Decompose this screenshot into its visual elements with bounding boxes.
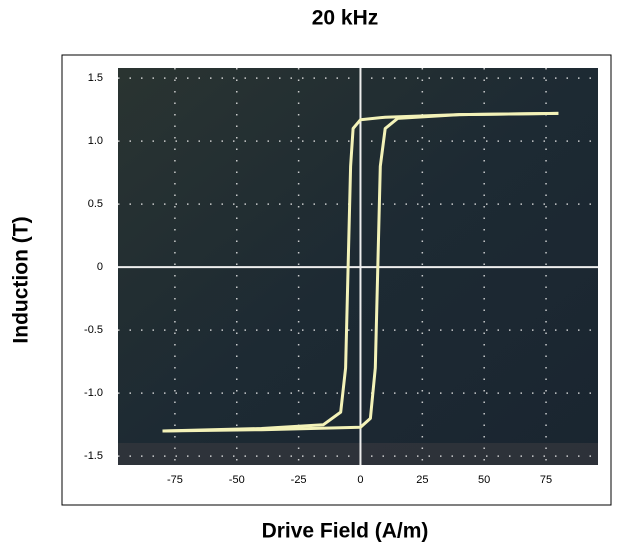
y-tick-label: 1.0 xyxy=(88,135,103,147)
x-tick-label: 50 xyxy=(478,474,490,486)
x-tick-label: 0 xyxy=(357,474,363,486)
y-axis-label: Induction (T) xyxy=(10,216,33,343)
x-tick-label: 75 xyxy=(540,474,552,486)
y-tick-label: -1.5 xyxy=(84,450,103,462)
y-tick-label: -1.0 xyxy=(84,387,103,399)
chart-title: 20 kHz xyxy=(312,7,379,30)
x-axis-label: Drive Field (A/m) xyxy=(262,520,429,543)
y-tick-label: 1.5 xyxy=(88,72,103,84)
page: 20 kHz Drive Field (A/m) Induction (T) 1… xyxy=(0,0,621,550)
y-tick-label: 0 xyxy=(97,261,103,273)
y-tick-label: -0.5 xyxy=(84,324,103,336)
x-tick-label: -50 xyxy=(229,474,245,486)
y-tick-label: 0.5 xyxy=(88,198,103,210)
x-tick-label: -25 xyxy=(291,474,307,486)
screen-strip xyxy=(118,443,598,465)
x-tick-label: 25 xyxy=(416,474,428,486)
x-tick-label: -75 xyxy=(167,474,183,486)
chart: 20 kHz Drive Field (A/m) Induction (T) 1… xyxy=(0,0,621,550)
